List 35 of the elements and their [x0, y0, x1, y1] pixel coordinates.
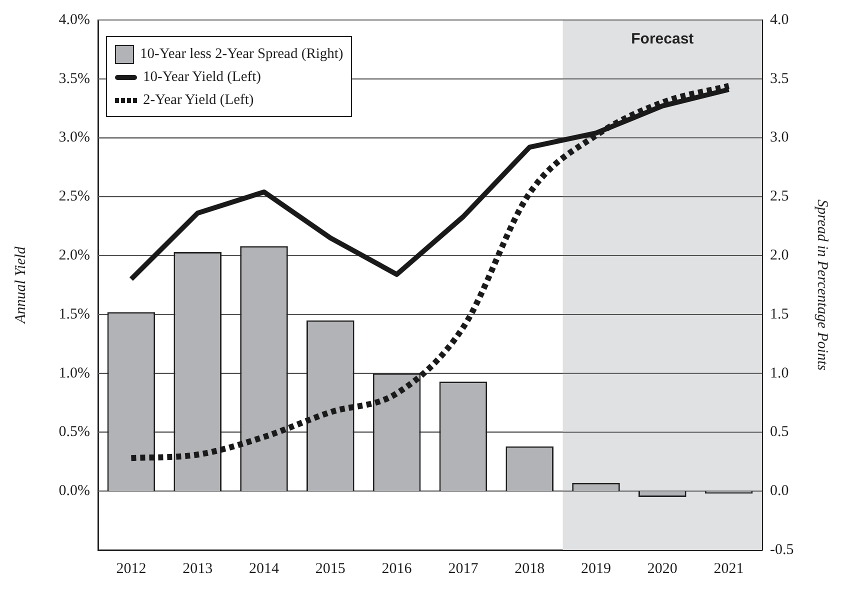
x-tick-label: 2012 — [116, 560, 146, 577]
y2-tick-label: 3.0 — [770, 130, 789, 146]
x-tick-label: 2014 — [249, 560, 280, 577]
x-tick-label: 2018 — [514, 560, 545, 577]
y-tick-label: 3.0% — [58, 130, 90, 146]
y-tick-label: 2.0% — [58, 247, 90, 264]
y2-axis-title: Spread in Percentage Points — [814, 200, 830, 371]
y-axis-title: Annual Yield — [12, 246, 29, 324]
y2-tick-label: 1.0 — [770, 365, 789, 382]
y2-tick-label: 2.0 — [770, 247, 789, 264]
y-tick-label: 2.5% — [58, 188, 90, 205]
legend-label: 10-Year less 2-Year Spread (Right) — [140, 46, 344, 63]
y2-tick-label: 0.0 — [770, 483, 789, 500]
y2-tick-label: 0.5 — [770, 424, 789, 440]
x-tick-label: 2020 — [647, 560, 678, 577]
x-tick-label: 2021 — [714, 560, 744, 577]
y-tick-label: 4.0% — [58, 12, 90, 28]
x-tick-label: 2017 — [448, 560, 479, 577]
y-tick-label: 1.5% — [58, 306, 90, 322]
y-tick-label: 3.5% — [58, 70, 90, 87]
y-tick-label: 0.5% — [58, 424, 90, 440]
y2-tick-label: 4.0 — [770, 12, 789, 28]
y2-tick-label: 1.5 — [770, 306, 789, 322]
y2-tick-label: 3.5 — [770, 70, 789, 87]
y2-tick-label: 2.5 — [770, 188, 789, 205]
y2-tick-label: -0.5 — [770, 542, 794, 558]
x-tick-label: 2013 — [182, 560, 213, 577]
x-tick-label: 2015 — [315, 560, 346, 577]
y-tick-label: 1.0% — [58, 365, 90, 382]
y-tick-label: 0.0% — [58, 483, 90, 500]
band-label: Forecast — [631, 30, 694, 48]
x-tick-label: 2019 — [581, 560, 611, 577]
legend-label: 10-Year Yield (Left) — [143, 69, 261, 86]
legend-label: 2-Year Yield (Left) — [143, 92, 254, 109]
x-tick-label: 2016 — [382, 560, 412, 577]
